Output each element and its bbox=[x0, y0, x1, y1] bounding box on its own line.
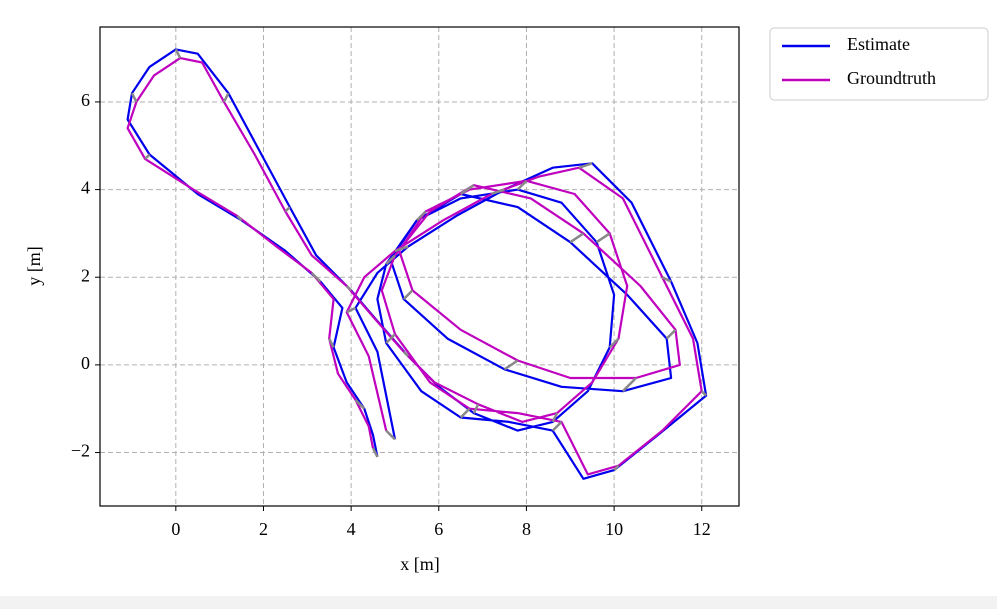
y-axis-label: y [m] bbox=[24, 246, 44, 286]
x-tick-label: 10 bbox=[605, 519, 623, 539]
x-axis-label: x [m] bbox=[400, 554, 440, 574]
x-tick-label: 12 bbox=[693, 519, 711, 539]
y-tick-label: −2 bbox=[71, 441, 90, 461]
y-tick-label: 6 bbox=[81, 90, 90, 110]
error-segment bbox=[459, 407, 471, 419]
x-tick-label: 8 bbox=[522, 519, 531, 539]
y-tick-label: 0 bbox=[81, 353, 90, 373]
error-segment bbox=[402, 350, 409, 358]
error-segment bbox=[415, 210, 427, 222]
error-segment bbox=[328, 338, 335, 348]
error-segment bbox=[385, 429, 396, 441]
error-segment bbox=[385, 254, 396, 265]
error-segment bbox=[130, 92, 138, 103]
legend-label: Estimate bbox=[847, 34, 910, 54]
chart: x [m] y [m] 0 2 4 6 8 10 12 −2 0 2 4 6 Estimate Groun… bbox=[0, 0, 997, 596]
x-tick-label: 4 bbox=[347, 519, 356, 539]
error-segment bbox=[222, 92, 230, 103]
error-segment bbox=[503, 359, 519, 371]
x-tick-label: 2 bbox=[259, 519, 268, 539]
error-segment bbox=[472, 403, 480, 414]
error-segment bbox=[595, 232, 611, 244]
error-segment bbox=[700, 390, 708, 397]
error-segment bbox=[578, 162, 593, 169]
error-segment bbox=[551, 420, 563, 432]
error-segment bbox=[569, 232, 585, 244]
legend-label: Groundtruth bbox=[847, 68, 936, 88]
error-segment bbox=[174, 48, 182, 59]
error-segment bbox=[385, 333, 396, 344]
y-tick-label: 2 bbox=[81, 265, 90, 285]
error-segment bbox=[460, 184, 475, 196]
plot-frame bbox=[99, 26, 740, 507]
error-segment bbox=[354, 399, 366, 410]
error-segment bbox=[346, 306, 357, 314]
error-segment bbox=[310, 271, 322, 283]
error-segment bbox=[608, 337, 620, 349]
error-segment bbox=[516, 179, 528, 191]
y-tick-label: 4 bbox=[81, 178, 90, 198]
trajectory-line bbox=[126, 57, 703, 476]
error-segment bbox=[284, 206, 291, 213]
x-tick-label: 6 bbox=[434, 519, 443, 539]
error-segment bbox=[236, 214, 243, 222]
error-segment bbox=[394, 245, 409, 253]
error-segment bbox=[402, 289, 414, 301]
error-segment bbox=[144, 153, 151, 160]
error-segment bbox=[345, 285, 353, 292]
error-segment bbox=[490, 188, 505, 196]
error-segment bbox=[551, 412, 559, 423]
error-segment bbox=[371, 447, 379, 458]
x-tick-label: 0 bbox=[171, 519, 180, 539]
error-segment bbox=[665, 328, 677, 340]
error-segment bbox=[661, 276, 672, 283]
error-segment bbox=[613, 464, 620, 471]
error-segment bbox=[621, 377, 637, 393]
